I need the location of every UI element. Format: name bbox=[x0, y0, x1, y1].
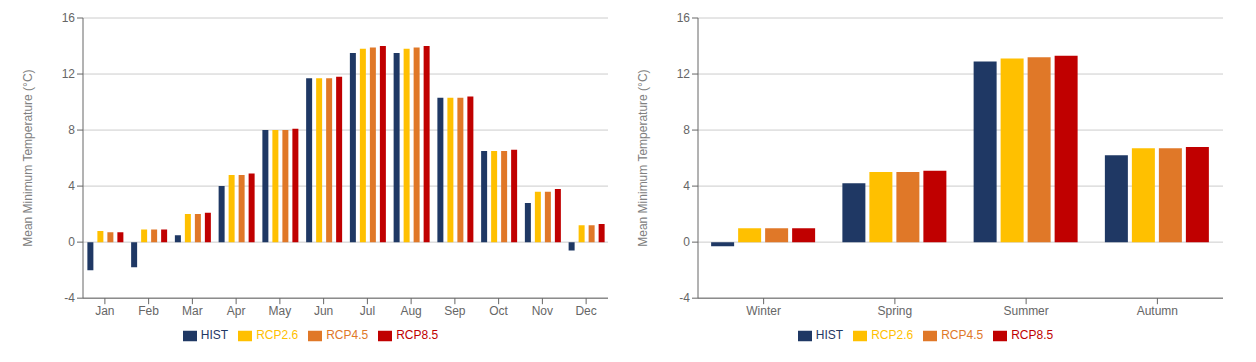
svg-text:-4: -4 bbox=[64, 291, 75, 305]
html-text:RCP2.6: RCP2.6 bbox=[256, 328, 299, 343]
svg-text:4: 4 bbox=[68, 179, 75, 193]
svg-text:Aug: Aug bbox=[400, 304, 421, 318]
svg-text:Mean Minimum Temperature (°C): Mean Minimum Temperature (°C) bbox=[21, 69, 35, 246]
svg-text:Mean Minimum Temperature (°C): Mean Minimum Temperature (°C) bbox=[636, 69, 650, 246]
svg-text:Dec: Dec bbox=[575, 304, 596, 318]
svg-text:0: 0 bbox=[68, 235, 75, 249]
svg-text:0: 0 bbox=[683, 235, 690, 249]
svg-text:Sep: Sep bbox=[444, 304, 466, 318]
html-text:RCP8.5: RCP8.5 bbox=[1011, 328, 1054, 343]
svg-text:8: 8 bbox=[683, 123, 690, 137]
html-text:RCP2.6: RCP2.6 bbox=[871, 328, 914, 343]
html-text:RCP4.5: RCP4.5 bbox=[326, 328, 369, 343]
svg-text:8: 8 bbox=[68, 123, 75, 137]
svg-text:16: 16 bbox=[677, 11, 691, 25]
html-text:HIST: HIST bbox=[200, 328, 229, 343]
svg-text:4: 4 bbox=[683, 179, 690, 193]
html-text:HIST: HIST bbox=[815, 328, 844, 343]
svg-text:Autumn: Autumn bbox=[1137, 304, 1178, 318]
svg-text:Jul: Jul bbox=[360, 304, 375, 318]
svg-text:12: 12 bbox=[677, 67, 691, 81]
svg-text:Feb: Feb bbox=[138, 304, 159, 318]
svg-text:Apr: Apr bbox=[227, 304, 246, 318]
svg-text:12: 12 bbox=[62, 67, 76, 81]
svg-text:Winter: Winter bbox=[746, 304, 781, 318]
svg-text:Jun: Jun bbox=[314, 304, 333, 318]
html-text:RCP8.5: RCP8.5 bbox=[396, 328, 439, 343]
svg-text:-4: -4 bbox=[679, 291, 690, 305]
svg-text:May: May bbox=[269, 304, 292, 318]
svg-text:Jan: Jan bbox=[95, 304, 114, 318]
svg-text:Nov: Nov bbox=[532, 304, 553, 318]
svg-text:Spring: Spring bbox=[878, 304, 913, 318]
svg-text:Mar: Mar bbox=[182, 304, 203, 318]
svg-text:Summer: Summer bbox=[1003, 304, 1048, 318]
svg-text:16: 16 bbox=[62, 11, 76, 25]
svg-text:Oct: Oct bbox=[489, 304, 508, 318]
html-text:RCP4.5: RCP4.5 bbox=[941, 328, 984, 343]
